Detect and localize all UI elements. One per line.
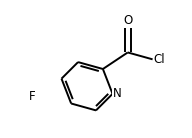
Text: Cl: Cl: [154, 53, 165, 66]
Text: N: N: [113, 87, 122, 100]
Text: O: O: [123, 14, 132, 27]
Text: F: F: [29, 90, 36, 103]
